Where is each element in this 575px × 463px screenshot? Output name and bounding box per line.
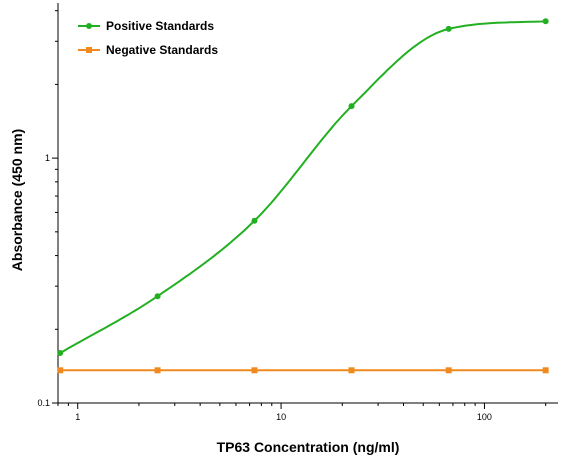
data-point (251, 217, 258, 224)
x-ticks: 1 10 100 (57, 403, 547, 422)
legend-label: Negative Standards (106, 43, 218, 57)
y-ticks: 0.11 (37, 10, 58, 408)
legend-marker (86, 23, 92, 29)
series (57, 367, 549, 374)
data-point (154, 293, 161, 300)
data-point (154, 367, 161, 374)
data-point (57, 367, 64, 374)
x-tick-label: 100 (477, 412, 492, 422)
data-point (348, 103, 355, 110)
x-tick-label: 1 (75, 412, 80, 422)
series (57, 18, 549, 357)
y-axis-title: Absorbance (450 nm) (9, 129, 25, 271)
y-tick-label: 0.1 (37, 398, 50, 408)
data-point (251, 367, 258, 374)
legend-label: Positive Standards (106, 19, 214, 33)
data-point (348, 367, 355, 374)
data-point (445, 25, 452, 32)
legend-marker (86, 47, 92, 53)
data-point (57, 350, 64, 357)
legend-item: Positive Standards (78, 19, 214, 33)
data-point (445, 367, 452, 374)
x-axis-title: TP63 Concentration (ng/ml) (217, 439, 400, 455)
legend: Positive Standards Negative Standards (78, 19, 218, 57)
series-line (59, 20, 546, 354)
series-layer (57, 18, 549, 374)
legend-item: Negative Standards (78, 43, 218, 57)
x-tick-label: 10 (276, 412, 286, 422)
data-point (542, 367, 549, 374)
axes (57, 3, 558, 404)
data-point (542, 18, 549, 25)
y-tick-label: 1 (45, 153, 50, 163)
